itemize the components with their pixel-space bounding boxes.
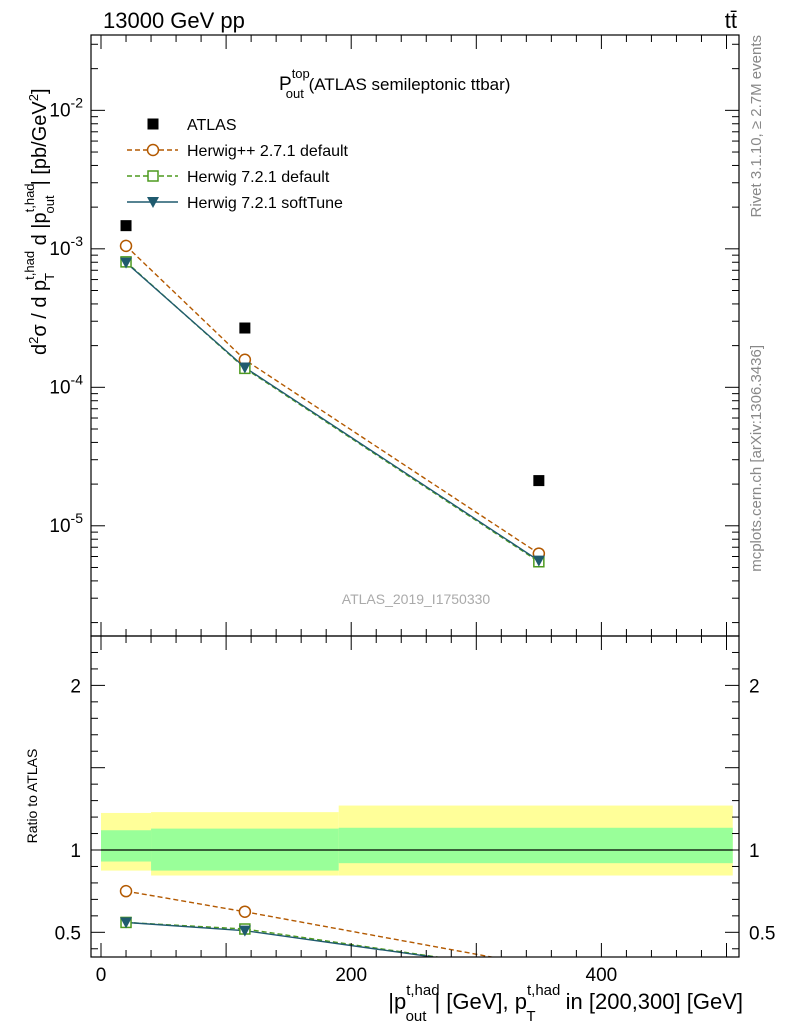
- main-point-atlas: [120, 220, 132, 232]
- main-axes: 10-5 10-4 10-3 10-2: [49, 35, 739, 636]
- ratio-point-herwig-2-7-1-default: [238, 905, 252, 918]
- main-data-layer: [119, 220, 546, 568]
- main-line-herwig-7-2-1-default: [125, 261, 540, 563]
- ratio-point-herwig-7-2-1-default: [534, 967, 544, 977]
- ratio-y-tick-label-right: 0.5: [749, 923, 775, 944]
- ratio-point-herwig-2-7-1-default: [533, 960, 544, 971]
- main-panel: 10-5 10-4 10-3 10-2 Ptop out (ATLAS semilept…: [22, 34, 740, 637]
- ratio-frame: [90, 635, 740, 958]
- plot-title-rest: (ATLAS semileptonic ttbar): [304, 75, 511, 94]
- rivet-version-label: Rivet 3.1.10, ≥ 2.7M events: [748, 35, 765, 218]
- main-y-tick-label: 10-3: [49, 233, 83, 260]
- main-y-tick-label: 10-4: [49, 371, 83, 398]
- main-y-tick-label: 10-2: [49, 94, 83, 121]
- analysis-watermark: ATLAS_2019_I1750330: [342, 591, 491, 607]
- process-label: tt̄: [725, 8, 737, 33]
- main-point-atlas: [533, 475, 545, 487]
- legend-label-herwig-7-2-1-default: Herwig 7.2.1 default: [187, 169, 330, 186]
- ratio-line-herwig-2-7-1-default: [125, 890, 496, 957]
- legend-marker-herwig-7-2-1-default: [147, 170, 159, 182]
- ratio-y-tick-label-right: 1: [749, 841, 760, 862]
- ratio-band-statistical-uncertainty: [101, 830, 152, 862]
- main-line-herwig-7-2-1-softtune: [125, 262, 540, 562]
- energy-label: 13000 GeV pp: [103, 8, 245, 33]
- main-point-herwig-7-2-1-softtune: [120, 257, 133, 269]
- legend-label-atlas: ATLAS: [187, 117, 237, 134]
- ratio-x-tick-label: 400: [586, 965, 618, 986]
- main-point-herwig-7-2-1-softtune: [238, 362, 251, 374]
- ratio-y-tick-label: 2: [70, 676, 81, 697]
- main-y-tick-label: 10-5: [49, 510, 83, 537]
- legend-label-herwig-7-2-1-softtune: Herwig 7.2.1 softTune: [187, 195, 343, 212]
- ratio-point-herwig-7-2-1-softtune: [120, 917, 133, 929]
- ratio-point-herwig-2-7-1-default: [119, 884, 133, 898]
- plot-title: Ptop out (ATLAS semileptonic ttbar): [279, 66, 510, 101]
- ratio-point-herwig-7-2-1-softtune: [533, 967, 545, 978]
- main-line-herwig-2-7-1-default: [125, 245, 540, 555]
- plot-title-sup: top: [292, 66, 310, 81]
- plot-title-sub: out: [286, 86, 304, 101]
- ratio-point-herwig-7-2-1-softtune: [238, 925, 251, 937]
- mcplots-label: mcplots.cern.ch [arXiv:1306.3436]: [748, 345, 765, 572]
- plot-title-main: P: [279, 74, 292, 95]
- main-point-herwig-7-2-1-softtune: [532, 555, 545, 567]
- ratio-axes: 0.5 0.5 1 1 2 2 0 200 400: [55, 635, 775, 986]
- main-point-herwig-2-7-1-default: [119, 239, 133, 253]
- ratio-data-layer: [101, 805, 733, 978]
- ratio-xlabel: |pt,had out| [GeV], pt,had T in [200,300] …: [388, 982, 743, 1024]
- main-ylabel: d2σ / d pt,had T d |pt,had out| [pb/GeV2]: [22, 88, 57, 355]
- legend-marker-atlas: [147, 118, 159, 130]
- legend-marker-herwig-7-2-1-softtune: [147, 197, 159, 208]
- ratio-x-tick-label: 0: [96, 965, 107, 986]
- main-point-atlas: [239, 322, 251, 334]
- ratio-y-tick-label: 0.5: [55, 923, 81, 944]
- ratio-band-statistical-uncertainty: [338, 827, 733, 864]
- legend-marker-herwig-2-7-1-default: [146, 143, 160, 157]
- ratio-ylabel: Ratio to ATLAS: [24, 749, 40, 844]
- ratio-x-tick-label: 200: [335, 965, 367, 986]
- ratio-y-tick-label-right: 2: [749, 676, 760, 697]
- ratio-line-herwig-7-2-1-softtune: [125, 921, 439, 957]
- legend-label-herwig-2-7-1-default: Herwig++ 2.7.1 default: [187, 143, 349, 160]
- legend: ATLAS Herwig++ 2.7.1 default Herwig 7.2.1 …: [127, 117, 349, 212]
- ratio-line-herwig-7-2-1-default: [125, 921, 442, 957]
- ratio-y-tick-label: 1: [70, 841, 81, 862]
- ratio-panel: 0.5 0.5 1 1 2 2 0 200 400 Ratio to ATLAS |pt,had…: [24, 635, 775, 1024]
